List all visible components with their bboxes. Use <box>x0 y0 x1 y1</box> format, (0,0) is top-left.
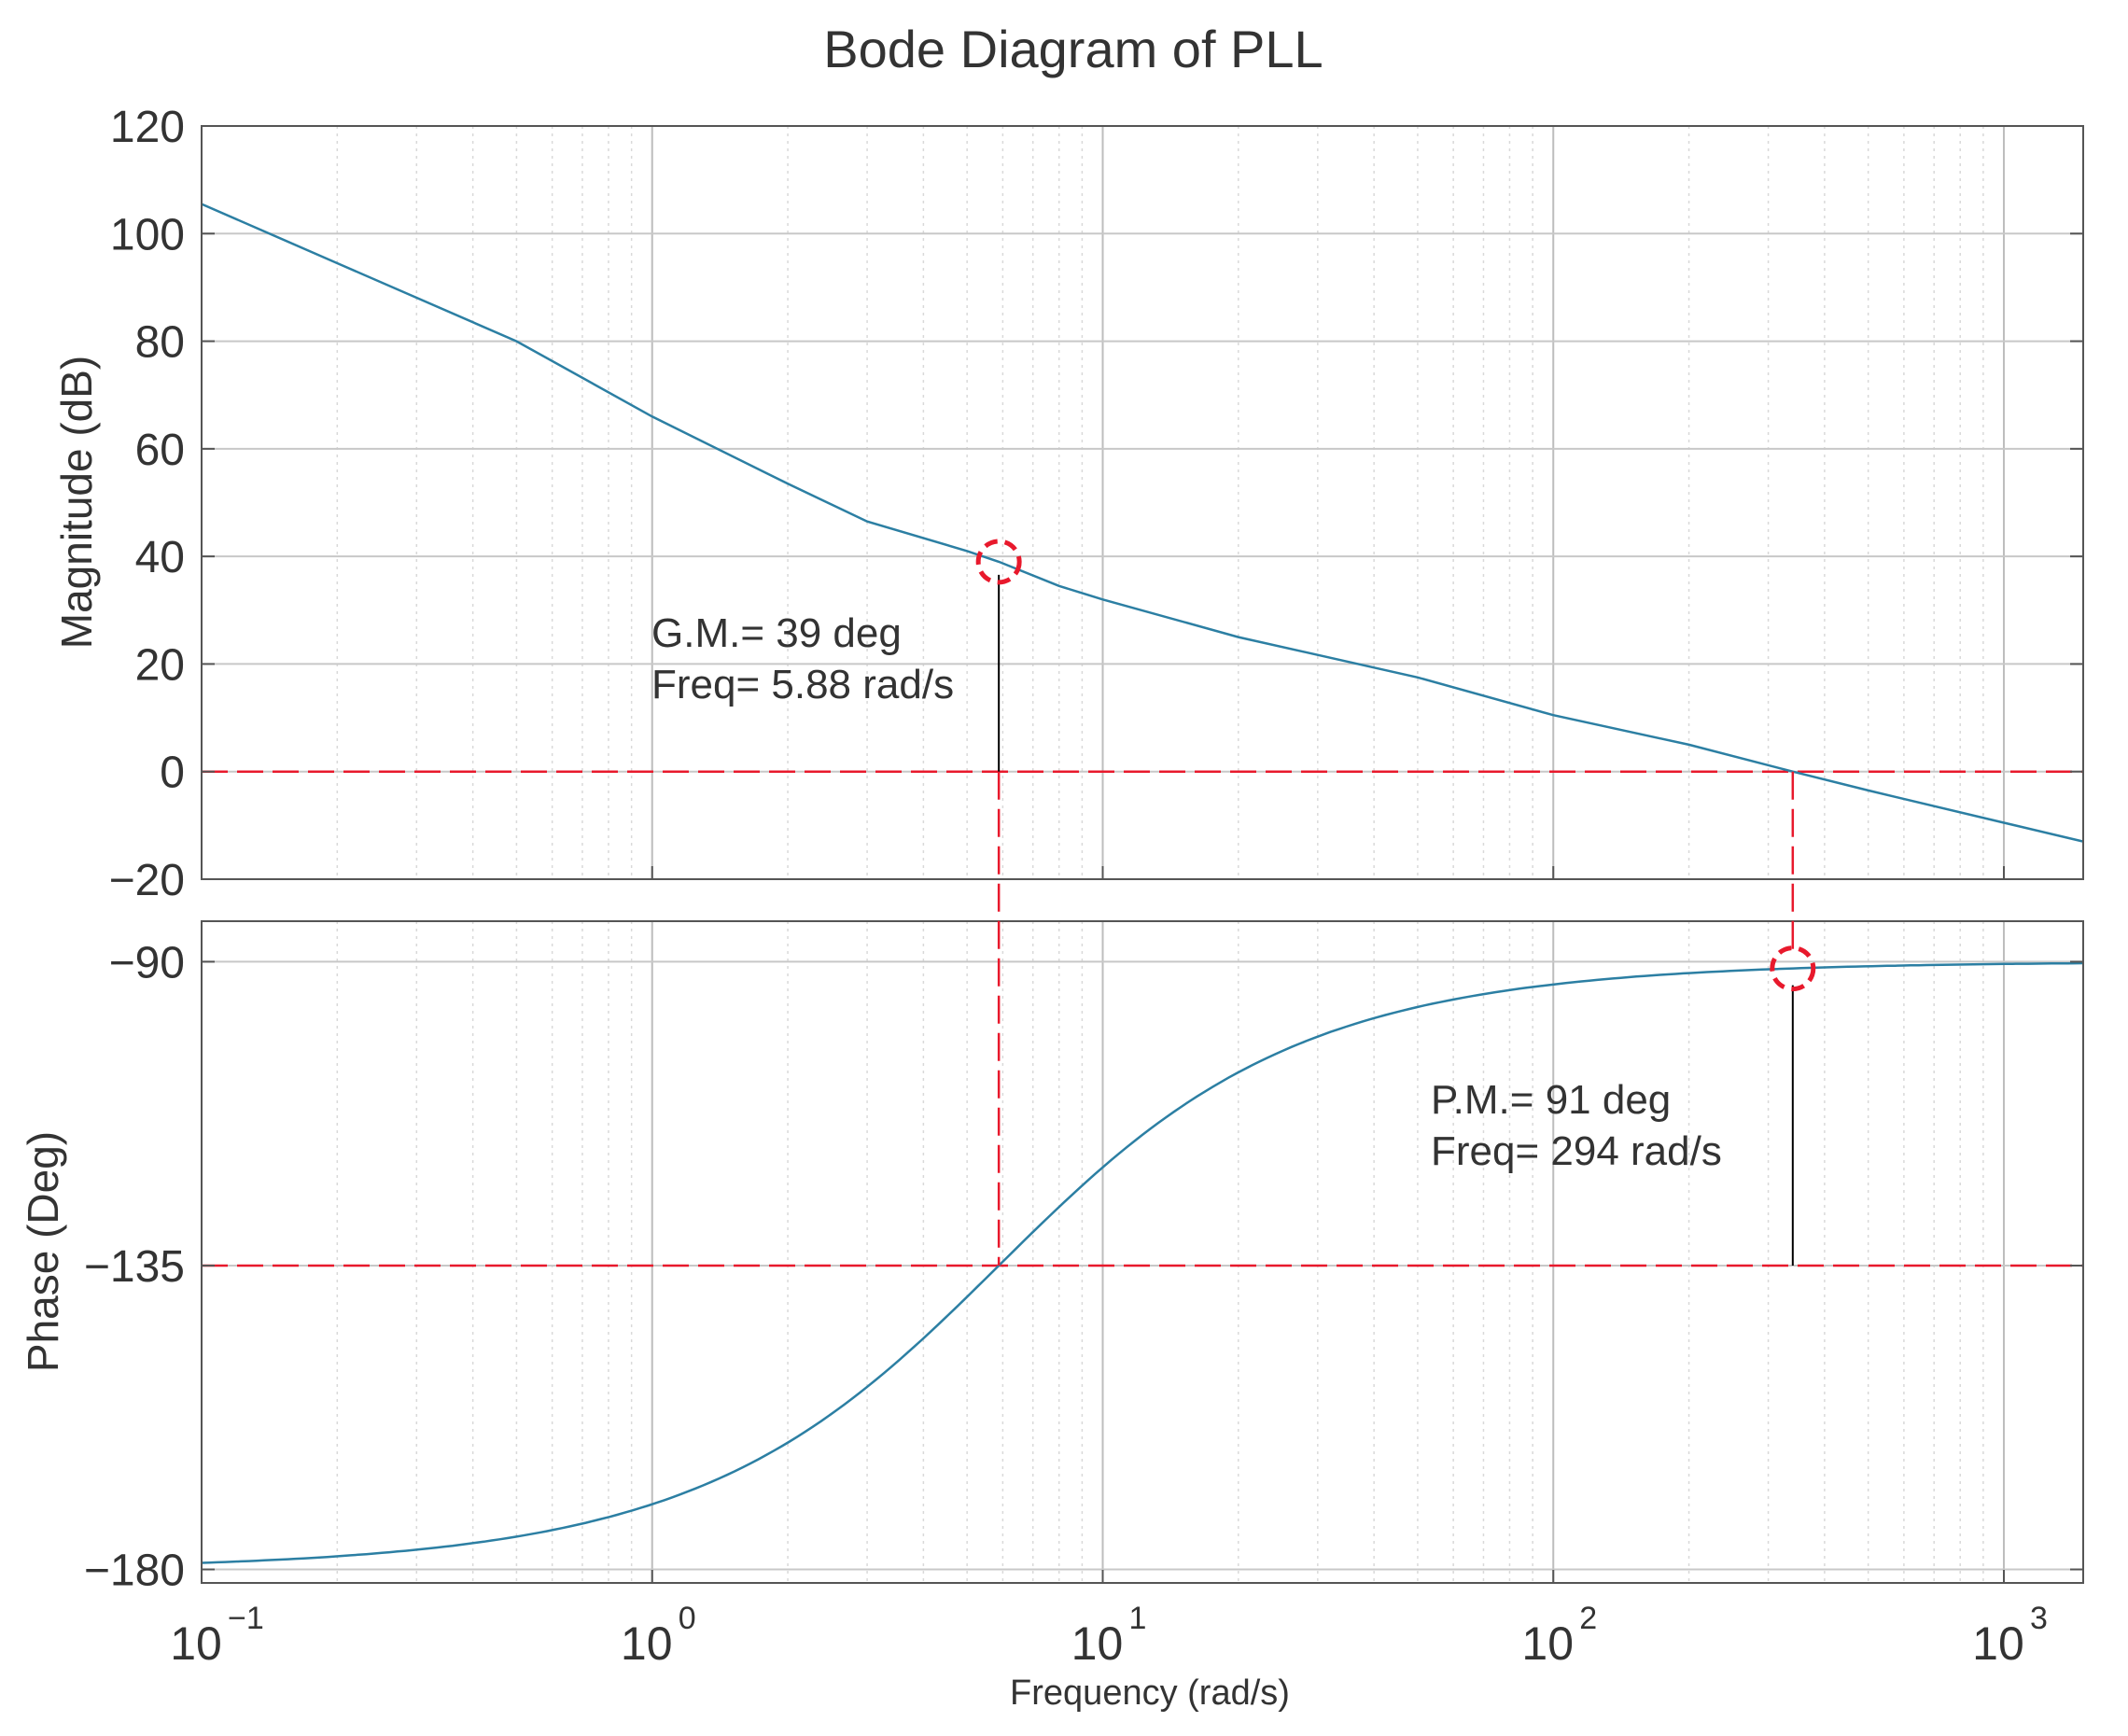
phase-curve-group <box>201 961 2084 1564</box>
magnitude-y-tick-label: 40 <box>135 533 185 582</box>
phase-plot-area <box>202 921 2083 1583</box>
pm-annotation-line2: Freq= 294 rad/s <box>1431 1128 1722 1174</box>
x-tick-label: 10 <box>621 1617 673 1670</box>
magnitude-grid <box>201 125 2083 880</box>
magnitude-plot-area <box>202 126 2083 879</box>
x-axis-ticks: 10 −1 10 0 10 1 10 2 10 3 <box>170 866 2048 1670</box>
magnitude-curve <box>201 203 2084 843</box>
gm-annotation-line2: Freq= 5.88 rad/s <box>651 662 954 707</box>
phase-y-tick-label: −180 <box>84 1547 185 1596</box>
pm-annotation-line1: P.M.= 91 deg <box>1431 1077 1671 1123</box>
magnitude-axes-frame <box>201 125 2084 880</box>
magnitude-y-tick-label: 20 <box>135 640 185 690</box>
phase-crossover-marker <box>1770 945 1816 992</box>
magnitude-curve-group <box>201 203 2084 843</box>
x-tick-label: 10 <box>170 1617 222 1670</box>
crossover-connector-lines <box>997 574 1795 1266</box>
magnitude-axis-label: Magnitude (dB) <box>52 356 101 650</box>
magnitude-y-tick-label: 0 <box>160 749 185 798</box>
phase-curve <box>201 961 2084 1564</box>
x-tick-label-exponent: 2 <box>1579 1601 1597 1636</box>
magnitude-panel: 120 100 80 60 40 20 0 −20 Magnitude (dB) G.M.= … <box>52 103 2084 905</box>
x-tick-label-exponent: 0 <box>679 1601 696 1636</box>
chart-title: Bode Diagram of PLL <box>823 20 1323 78</box>
gm-annotation-line1: G.M.= 39 deg <box>651 610 902 656</box>
x-tick-label: 10 <box>1521 1617 1574 1670</box>
x-tick-label: 10 <box>1071 1617 1124 1670</box>
phase-y-tick-label: −90 <box>109 938 185 987</box>
phase-y-tick-label: −135 <box>84 1242 185 1292</box>
magnitude-y-tick-label: 80 <box>135 318 185 368</box>
magnitude-y-tick-label: 100 <box>110 210 185 259</box>
phase-axis-label: Phase (Deg) <box>19 1131 67 1372</box>
x-tick-label-exponent: 3 <box>2030 1601 2048 1636</box>
phase-panel: −90 −135 −180 Phase (Deg) P.M.= 91 deg Fre… <box>19 920 2084 1596</box>
magnitude-y-tick-label: −20 <box>109 856 185 905</box>
gain-crossover-marker <box>975 539 1022 585</box>
x-tick-label: 10 <box>1972 1617 2024 1670</box>
phase-y-ticks: −90 −135 −180 <box>84 938 2083 1596</box>
crossover-markers <box>975 539 1816 992</box>
magnitude-y-tick-label: 60 <box>135 426 185 475</box>
x-tick-label-exponent: −1 <box>228 1601 264 1636</box>
x-tick-label-exponent: 1 <box>1128 1601 1146 1636</box>
x-axis-label: Frequency (rad/s) <box>1010 1673 1290 1713</box>
magnitude-y-ticks: 120 100 80 60 40 20 0 −20 <box>109 103 2083 905</box>
magnitude-y-tick-label: 120 <box>110 103 185 152</box>
phase-axes-frame <box>201 920 2084 1584</box>
